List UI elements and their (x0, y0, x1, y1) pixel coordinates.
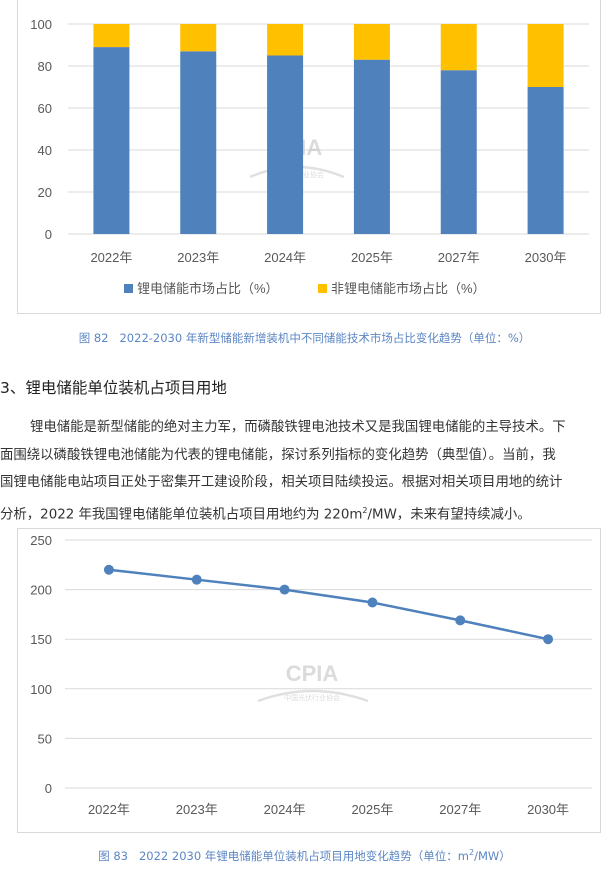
bar-segment-non-lithium (440, 24, 477, 71)
x-tick-label: 2025年 (351, 250, 393, 265)
bar-segment-lithium (93, 47, 130, 234)
y-tick-label: 150 (30, 632, 52, 647)
figure-83-caption: 图 83 2022 2030 年锂电储能单位装机占项目用地变化趋势（单位：m2/… (0, 848, 609, 864)
legend-label-lithium: 锂电储能市场占比（%） (137, 281, 279, 296)
x-tick-label: 2027年 (439, 802, 481, 817)
bar-segment-lithium (440, 70, 477, 234)
legend-swatch-lithium (124, 284, 133, 293)
data-point (543, 634, 554, 645)
bar-segment-lithium (180, 51, 217, 234)
bar-segment-non-lithium (353, 24, 390, 60)
bar-segment-non-lithium (267, 24, 304, 56)
x-tick-label: 2023年 (177, 250, 219, 265)
superscript-2: 2 (469, 848, 475, 858)
watermark-swoosh (257, 689, 369, 703)
data-point (103, 564, 114, 575)
bar-segment-lithium (353, 59, 390, 235)
y-tick-label: 0 (45, 227, 52, 242)
cpia-logo-text: CPIA (286, 661, 339, 686)
caption-text: /MW） (474, 849, 511, 863)
series-line (108, 568, 549, 641)
x-tick-label: 2030年 (525, 250, 567, 265)
figure-82-caption: 图 82 2022-2030 年新型储能新增装机中不同储能技术市场占比变化趋势（… (78, 331, 531, 345)
y-tick-label: 60 (38, 101, 52, 116)
x-tick-label: 2024年 (264, 250, 306, 265)
x-tick-label: 2022年 (88, 802, 130, 817)
legend-swatch-non-lithium (318, 284, 327, 293)
x-tick-label: 2030年 (527, 802, 569, 817)
y-tick-label: 100 (30, 682, 52, 697)
y-tick-label: 80 (38, 59, 52, 74)
line-chart-frame: 0 50 100 150 200 250 CPIA 中国光伏行业协会 2022年 2023年… (17, 528, 601, 833)
data-point (367, 597, 378, 608)
section-heading: 3、锂电储能单位装机占项目用地 (0, 379, 227, 397)
paragraph-line: 锂电储能是新型储能的绝对主力军，而磷酸铁锂电池技术又是我国锂电储能的主导技术。下 (30, 420, 566, 435)
paragraph-text: 分析，2022 年我国锂电储能单位装机占项目用地约为 220m (0, 506, 363, 522)
cpia-watermark: CPIA 中国光伏行业协会 (257, 661, 369, 703)
x-tick-label: 2027年 (438, 250, 480, 265)
body-paragraph: 锂电储能是新型储能的绝对主力军，而磷酸铁锂电池技术又是我国锂电储能的主导技术。下… (0, 414, 609, 524)
y-tick-label: 40 (38, 143, 52, 158)
bar-segment-lithium (267, 55, 304, 234)
paragraph-line: 面围绕以磷酸铁锂电池储能为代表的锂电储能，探讨系列指标的变化趋势（典型值）。当前… (0, 447, 556, 463)
y-tick-label: 0 (45, 781, 52, 796)
x-tick-label: 2025年 (351, 802, 393, 817)
caption-text: 图 83 2022 2030 年锂电储能单位装机占项目用地变化趋势（单位：m (98, 849, 470, 863)
y-tick-label: 250 (30, 533, 52, 548)
chart-legend: 锂电储能市场占比（%） 非锂电储能市场占比（%） (124, 281, 486, 296)
y-tick-label: 50 (38, 731, 52, 746)
legend-label-non-lithium: 非锂电储能市场占比（%） (331, 281, 486, 296)
bar-segment-non-lithium (180, 24, 217, 52)
bar-segment-non-lithium (93, 24, 130, 48)
paragraph-line: 国锂电储能电站项目正处于密集开工建设阶段，相关项目陆续投运。根据对相关项目用地的… (0, 475, 563, 490)
paragraph-text: /MW，未来有望持续减小。 (367, 506, 531, 522)
y-tick-label: 200 (30, 583, 52, 598)
line-chart: 0 50 100 150 200 250 CPIA 中国光伏行业协会 2022年 2023年… (30, 533, 592, 817)
paragraph-line: 分析，2022 年我国锂电储能单位装机占项目用地约为 220m2/MW，未来有望… (0, 497, 609, 525)
data-point (191, 574, 202, 585)
data-point (279, 584, 290, 595)
bar-segment-non-lithium (527, 24, 564, 87)
y-tick-label: 100 (30, 17, 52, 32)
y-tick-label: 20 (38, 185, 52, 200)
x-tick-label: 2023年 (176, 802, 218, 817)
cpia-org-text: 中国光伏行业协会 (284, 693, 340, 702)
bar-segment-lithium (527, 87, 564, 234)
data-point (455, 615, 466, 626)
superscript-2: 2 (362, 505, 368, 515)
x-tick-label: 2022年 (90, 250, 132, 265)
x-tick-label: 2024年 (264, 802, 306, 817)
